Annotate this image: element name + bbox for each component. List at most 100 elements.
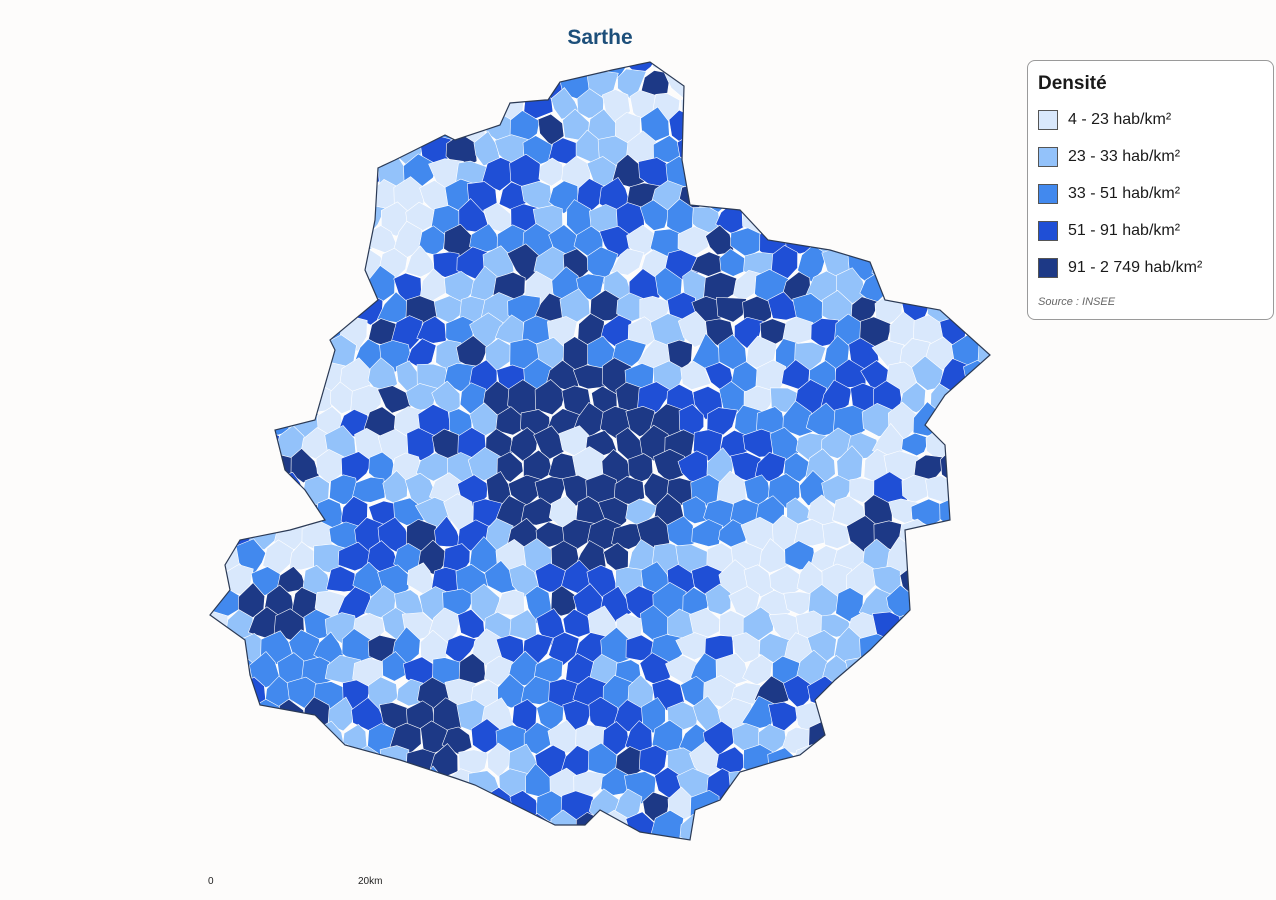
commune-cell: [376, 67, 412, 98]
commune-cell: [362, 89, 398, 119]
legend-swatch: [1038, 146, 1058, 167]
commune-cell: [728, 138, 765, 167]
commune-cell: [247, 475, 279, 506]
commune-cell: [940, 180, 971, 211]
commune-cell: [847, 197, 879, 230]
commune-cell: [875, 109, 905, 144]
commune-cell: [327, 743, 360, 776]
commune-cell: [822, 744, 851, 776]
commune-cell: [235, 500, 264, 526]
commune-cell: [210, 567, 230, 596]
commune-cell: [663, 65, 696, 99]
commune-cell: [663, 839, 693, 840]
commune-cell: [405, 245, 437, 278]
commune-cell: [966, 496, 990, 528]
commune-cell: [759, 538, 792, 574]
commune-cell: [329, 474, 360, 505]
commune-cell: [210, 467, 229, 503]
commune-cell: [315, 62, 347, 75]
commune-cell: [694, 155, 720, 191]
commune-cell: [965, 815, 990, 840]
commune-cell: [210, 271, 214, 304]
commune-cell: [430, 789, 463, 824]
commune-cell: [538, 157, 565, 187]
commune-cell: [512, 65, 541, 100]
commune-cell: [210, 250, 232, 284]
commune-cell: [914, 62, 942, 73]
commune-cell: [953, 475, 981, 508]
commune-cell: [963, 766, 990, 801]
commune-cell: [986, 583, 990, 618]
commune-cell: [273, 290, 304, 324]
legend-item: 33 - 51 hab/km²: [1038, 175, 1263, 212]
commune-cell: [744, 70, 777, 95]
commune-cell: [289, 360, 320, 392]
commune-cell: [966, 724, 990, 760]
commune-cell: [974, 294, 990, 328]
commune-cell: [366, 62, 397, 74]
commune-cell: [338, 132, 371, 164]
commune-cell: [313, 176, 346, 213]
commune-cell: [286, 310, 319, 347]
commune-cell: [772, 156, 801, 188]
commune-cell: [976, 606, 990, 645]
commune-cell: [651, 719, 683, 756]
commune-cell: [303, 160, 332, 191]
commune-cell: [276, 747, 308, 781]
commune-cell: [417, 88, 451, 122]
legend-label: 51 - 91 hab/km²: [1068, 221, 1181, 239]
commune-cell: [862, 678, 889, 714]
commune-cell: [964, 402, 990, 439]
commune-cell: [746, 111, 777, 145]
commune-cell: [690, 111, 723, 140]
commune-cell: [551, 62, 577, 79]
commune-cell: [769, 788, 802, 826]
commune-cell: [927, 247, 954, 277]
commune-cell: [926, 741, 960, 774]
commune-cell: [781, 62, 813, 76]
commune-cell: [734, 316, 764, 349]
commune-cell: [391, 62, 423, 77]
commune-cell: [212, 269, 243, 306]
commune-cell: [795, 157, 825, 191]
commune-cell: [978, 64, 990, 100]
commune-cell: [210, 158, 228, 187]
commune-cell: [210, 518, 230, 556]
commune-cell: [313, 269, 341, 305]
commune-cell: [860, 809, 892, 840]
commune-cell: [299, 110, 332, 145]
commune-cell: [979, 699, 990, 731]
commune-cell: [976, 156, 990, 190]
commune-cell: [1005, 654, 1034, 691]
commune-cell: [210, 65, 225, 99]
commune-cell: [809, 88, 837, 121]
commune-cell: [952, 834, 983, 840]
commune-cell: [845, 111, 879, 142]
commune-cell: [287, 808, 320, 840]
commune-cell: [939, 586, 967, 621]
commune-cell: [301, 245, 335, 276]
commune-cell: [809, 816, 841, 840]
commune-cell: [832, 815, 866, 840]
commune-cell: [314, 813, 347, 840]
commune-cell: [212, 772, 240, 801]
commune-cell: [237, 319, 267, 351]
commune-cells: [210, 62, 1034, 840]
legend-label: 33 - 51 hab/km²: [1068, 184, 1181, 202]
commune-cell: [210, 340, 227, 369]
commune-cell: [210, 496, 242, 524]
commune-cell: [992, 448, 1019, 482]
commune-cell: [226, 203, 255, 236]
commune-cell: [290, 447, 320, 484]
commune-cell: [221, 111, 256, 148]
commune-cell: [212, 223, 240, 259]
commune-cell: [210, 429, 231, 467]
commune-cell: [938, 720, 970, 755]
commune-cell: [396, 678, 424, 707]
commune-cell: [950, 428, 983, 461]
commune-cell: [886, 630, 920, 667]
commune-cell: [467, 770, 500, 804]
commune-cell: [913, 177, 944, 210]
commune-cell: [861, 87, 894, 122]
commune-cell: [246, 790, 283, 822]
